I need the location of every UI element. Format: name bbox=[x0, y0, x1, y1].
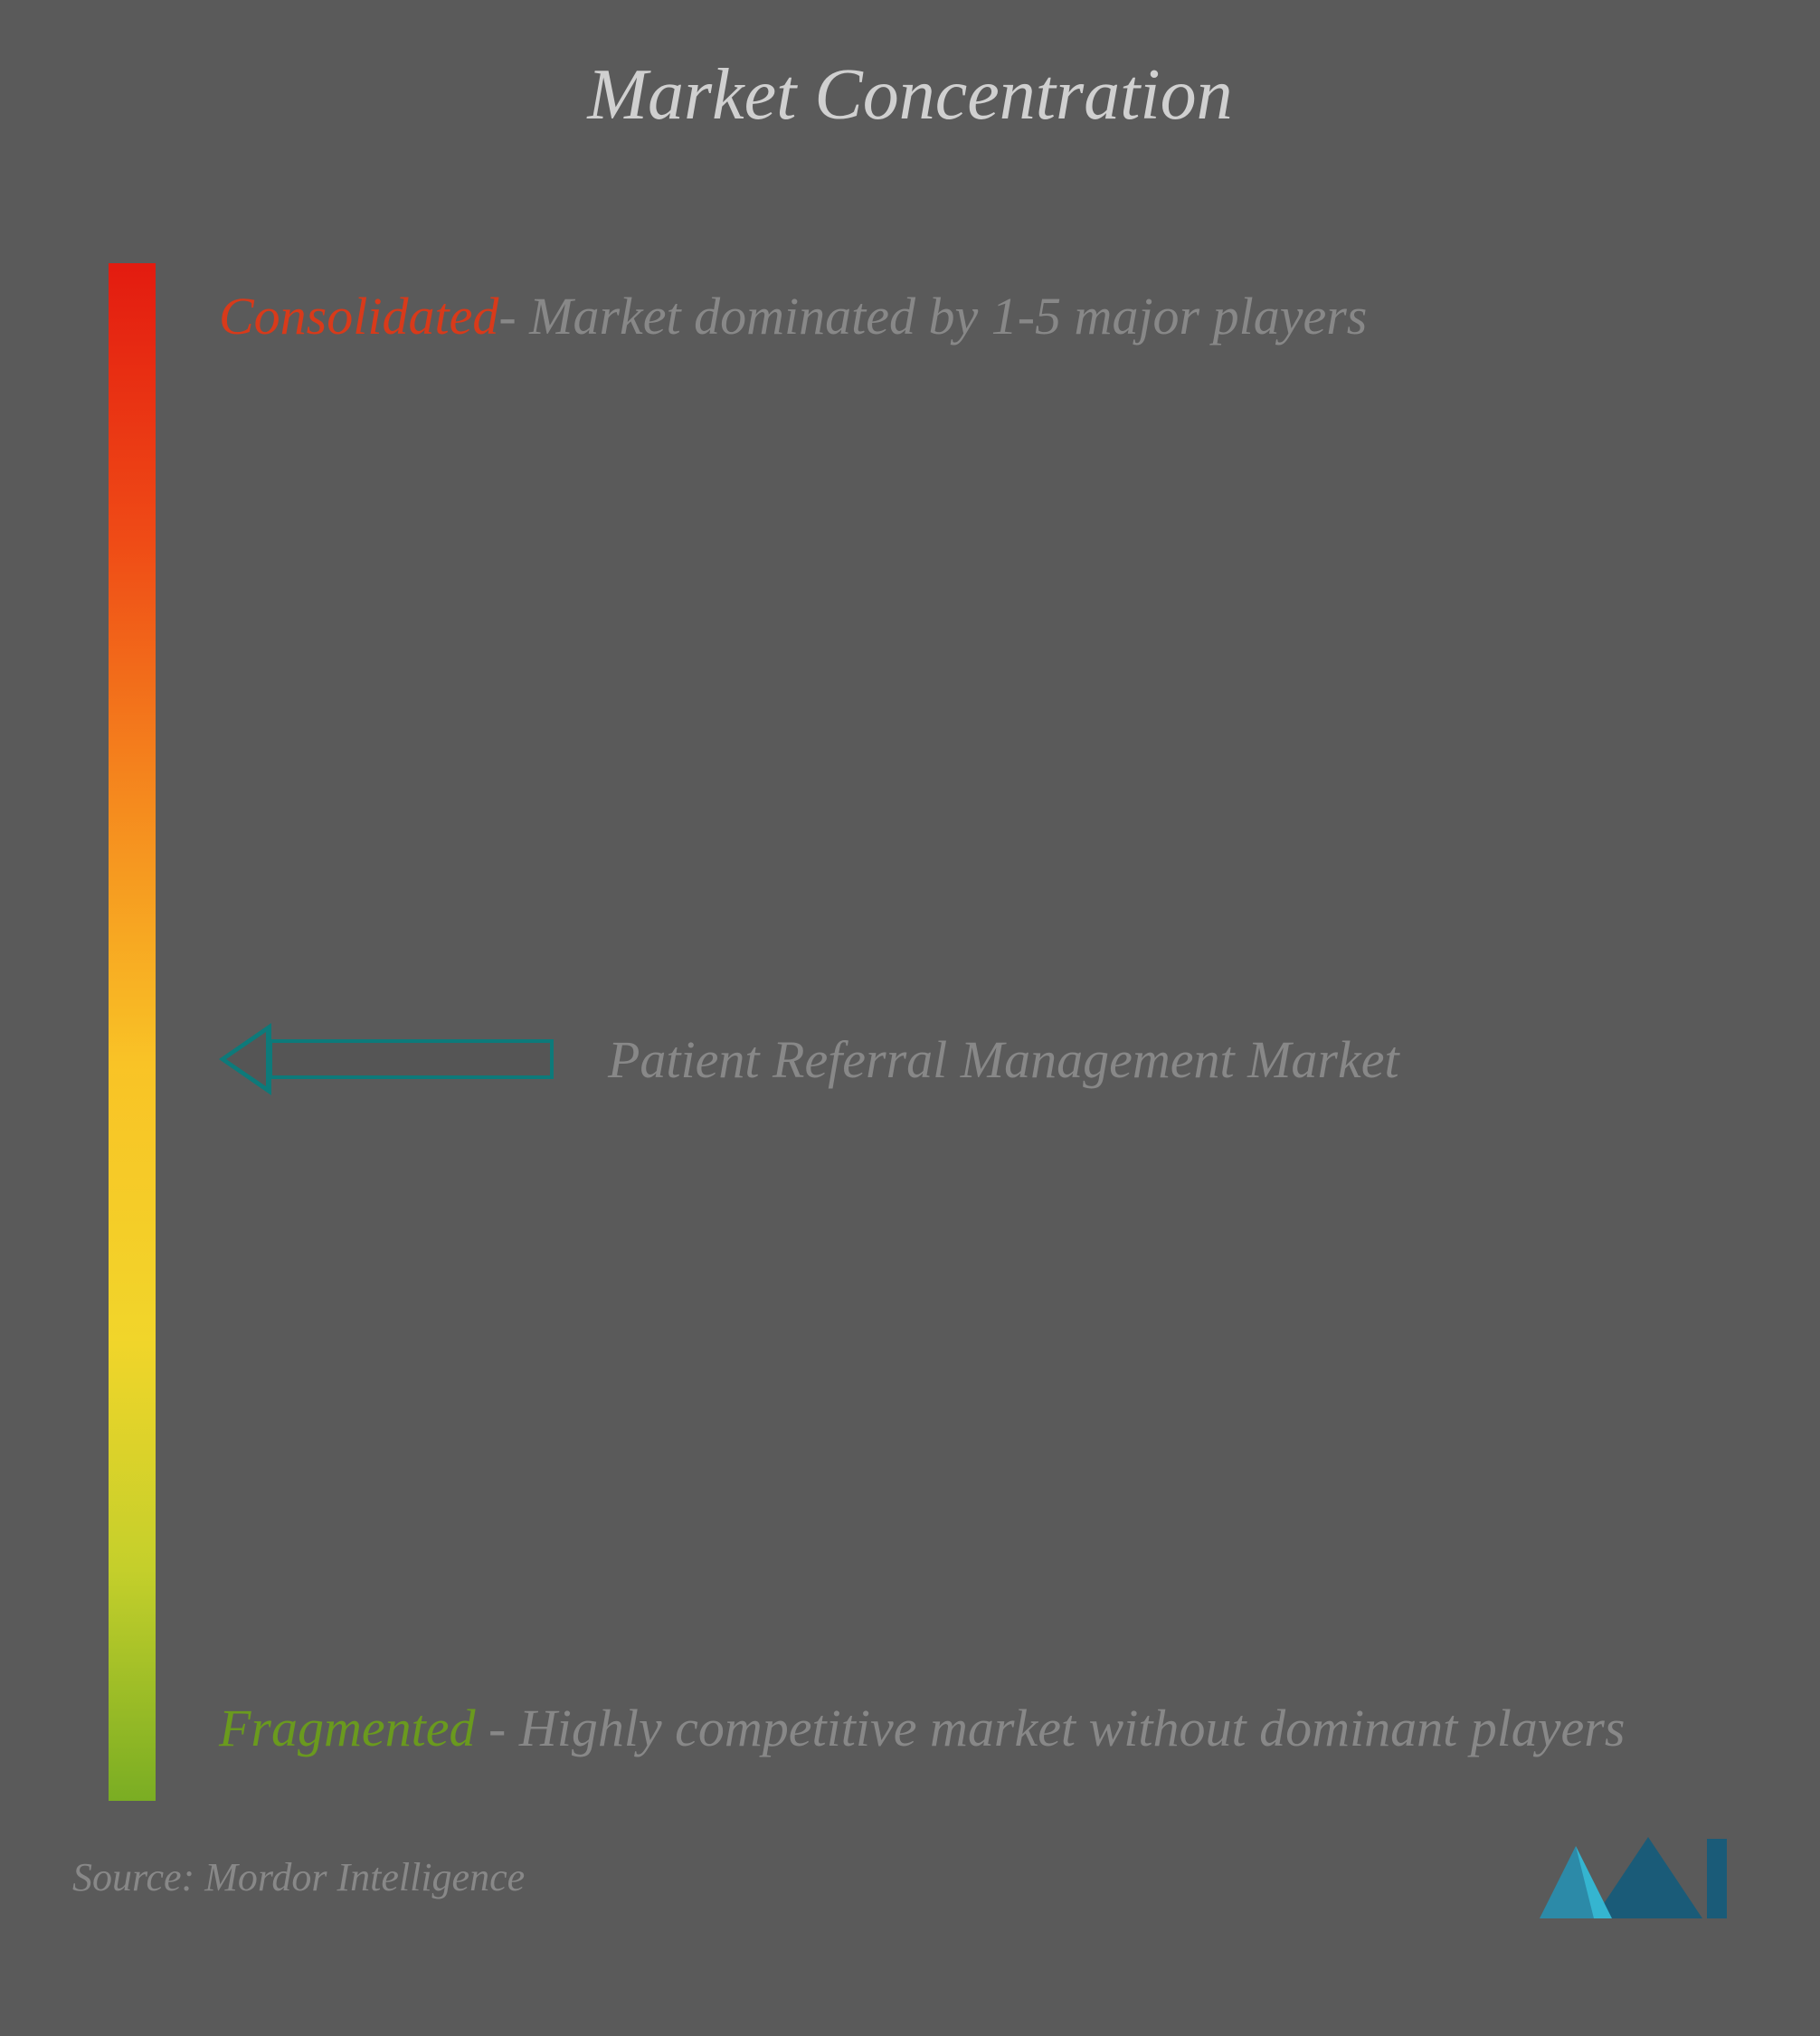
fragmented-highlight: Fragmented bbox=[219, 1699, 476, 1757]
mordor-intelligence-logo bbox=[1531, 1828, 1730, 1937]
market-name-label: Patient Referral Management Market bbox=[608, 1029, 1399, 1090]
labels-column: Consolidated- Market dominated by 1-5 ma… bbox=[156, 263, 1748, 1801]
indicator-arrow-icon bbox=[219, 1023, 554, 1095]
consolidated-highlight: Consolidated bbox=[219, 287, 498, 346]
fragmented-description: - Highly competitive market without domi… bbox=[476, 1699, 1626, 1757]
infographic-container: Market Concentration bbox=[0, 0, 1820, 2036]
chart-title: Market Concentration bbox=[72, 54, 1748, 137]
source-attribution: Source: Mordor Intelligence bbox=[72, 1854, 525, 1900]
fragmented-label: Fragmented - Highly competitive market w… bbox=[219, 1684, 1675, 1774]
content-area: Consolidated- Market dominated by 1-5 ma… bbox=[72, 263, 1748, 1801]
consolidated-description: - Market dominated by 1-5 major players bbox=[498, 287, 1367, 346]
concentration-gradient-bar bbox=[109, 263, 156, 1801]
market-indicator-row: Patient Referral Management Market bbox=[219, 1023, 1399, 1095]
consolidated-label: Consolidated- Market dominated by 1-5 ma… bbox=[219, 272, 1675, 362]
